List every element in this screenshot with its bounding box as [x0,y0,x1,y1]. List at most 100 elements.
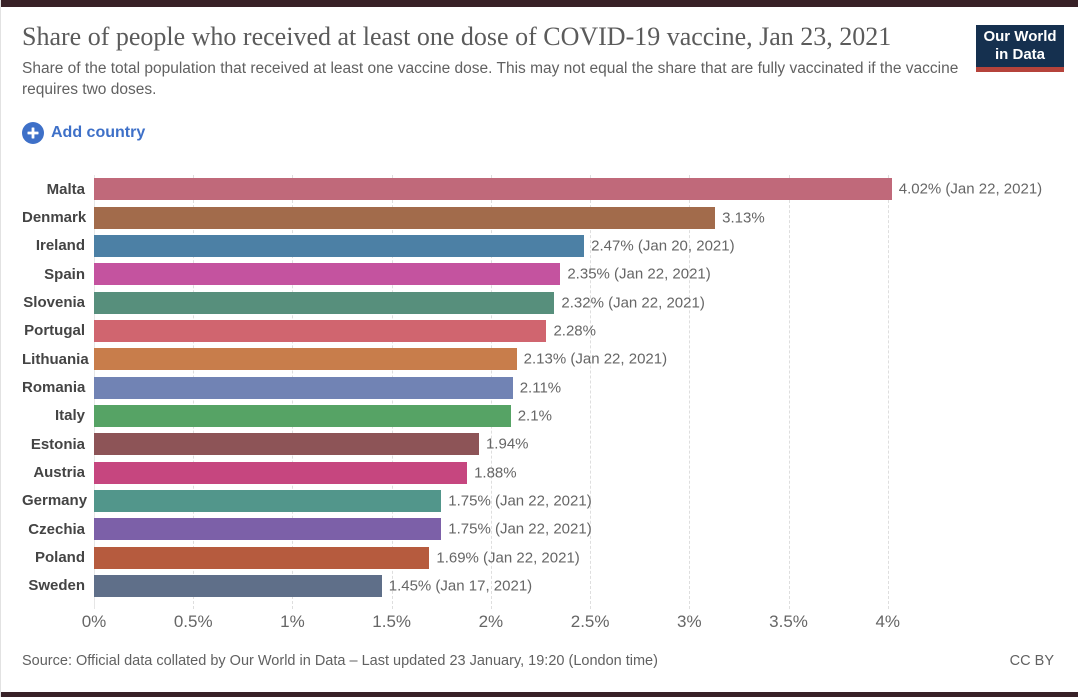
bar-row: Spain 2.35% (Jan 22, 2021) [22,260,1057,288]
x-tick-label: 4% [875,612,901,632]
bar[interactable] [94,546,430,569]
owid-logo-line2: in Data [994,46,1045,63]
bar[interactable] [94,489,442,512]
x-tick-label: 1% [280,612,305,632]
value-label: 2.11% [519,379,562,397]
bar-row: Poland 1.69% (Jan 22, 2021) [22,543,1057,571]
bar-row: Italy 2.1% [22,402,1057,430]
country-label: Denmark [22,209,87,227]
value-label: 2.35% (Jan 22, 2021) [567,265,711,283]
country-label: Germany [22,492,88,510]
country-label: Portugal [24,322,85,340]
bar-track: 2.32% (Jan 22, 2021) [94,291,987,314]
country-label: Slovenia [23,294,85,312]
bottom-accent-strip [1,692,1078,697]
bar[interactable] [94,518,442,541]
value-label: 1.94% [485,435,529,453]
value-label: 2.47% (Jan 20, 2021) [591,237,735,255]
bar-track: 2.47% (Jan 20, 2021) [94,234,987,257]
value-label: 1.88% [474,464,517,482]
bar-row: Malta 4.02% (Jan 22, 2021) [22,175,1057,203]
value-label: 2.32% (Jan 22, 2021) [561,294,705,312]
country-label: Spain [44,265,85,283]
add-country-button[interactable]: Add country [22,122,145,144]
x-tick-label: 1.5% [372,612,412,632]
country-label: Malta [46,180,85,198]
value-label: 1.45% (Jan 17, 2021) [388,577,533,595]
x-axis-inner: 0% 0.5% 1% 1.5% 2% 2.5% 3% 3.5% 4% [82,606,987,636]
bar-track: 2.11% [94,376,987,399]
owid-logo[interactable]: Our World in Data [976,25,1064,72]
x-tick-label: 2% [478,612,504,632]
bar-row: Lithuania 2.13% (Jan 22, 2021) [22,345,1057,373]
bar-track: 1.75% (Jan 22, 2021) [94,489,987,512]
bar[interactable] [94,433,479,456]
bar[interactable] [94,291,555,314]
value-label: 2.28% [553,322,596,340]
bar[interactable] [94,461,468,484]
value-label: 4.02% (Jan 22, 2021) [898,180,1043,198]
bar-chart-rows: Malta 4.02% (Jan 22, 2021) Denmark 3.13% Ire… [22,175,1057,600]
bar-row: Slovenia 2.32% (Jan 22, 2021) [22,288,1057,316]
bar-track: 1.45% (Jan 17, 2021) [94,574,987,597]
plot-area: Malta 4.02% (Jan 22, 2021) Denmark 3.13% Ire… [22,175,1057,610]
top-accent-strip [1,0,1078,7]
value-label: 1.75% (Jan 22, 2021) [448,492,592,510]
owid-logo-line1: Our World [983,28,1057,45]
bar-track: 2.28% [94,319,987,342]
x-tick-label: 2.5% [570,612,610,632]
bar-track: 4.02% (Jan 22, 2021) [94,178,1042,201]
bar-track: 1.88% [94,461,987,484]
x-tick-label: 3.5% [769,612,808,632]
country-label: Sweden [28,577,85,595]
country-label: Romania [22,379,86,397]
add-country-label: Add country [51,124,146,141]
country-label: Italy [54,407,85,425]
country-label: Czechia [28,520,85,538]
value-label: 3.13% [722,209,765,227]
bar-row: Germany 1.75% (Jan 22, 2021) [22,487,1057,515]
bar[interactable] [94,263,561,286]
value-label: 1.75% (Jan 22, 2021) [448,520,592,538]
plus-icon [22,122,44,144]
country-label: Austria [33,464,85,482]
bar-row: Estonia 1.94% [22,430,1057,458]
x-tick-label: 3% [677,612,702,632]
chart-frame: Share of people who received at least on… [1,7,1078,669]
bar[interactable] [94,234,585,257]
bar-track: 1.94% [94,433,987,456]
header: Share of people who received at least on… [22,22,1064,72]
bar[interactable] [94,574,382,597]
bar-row: Austria 1.88% [22,458,1057,486]
x-tick-label: 0% [81,612,107,632]
bar[interactable] [94,206,716,229]
bar[interactable] [94,319,547,342]
source-note: Source: Official data collated by Our Wo… [22,653,658,670]
bar-track: 2.35% (Jan 22, 2021) [94,263,987,286]
bar-chart: Malta 4.02% (Jan 22, 2021) Denmark 3.13% Ire… [22,175,1057,636]
bar-track: 1.69% (Jan 22, 2021) [94,546,987,569]
x-axis: 0% 0.5% 1% 1.5% 2% 2.5% 3% 3.5% 4% [22,606,1057,636]
country-label: Estonia [30,435,85,453]
country-label: Ireland [35,237,85,255]
bar-row: Sweden 1.45% (Jan 17, 2021) [22,572,1057,600]
bar-track: 2.13% (Jan 22, 2021) [94,348,987,371]
bar-row: Ireland 2.47% (Jan 20, 2021) [22,232,1057,260]
bar[interactable] [94,404,511,427]
bar-track: 3.13% [94,206,987,229]
value-label: 1.69% (Jan 22, 2021) [436,549,580,567]
bar-track: 1.75% (Jan 22, 2021) [94,518,987,541]
license-badge[interactable]: CC BY [1009,653,1054,670]
bar[interactable] [94,348,517,371]
page-subtitle: Share of the total population that recei… [22,60,959,98]
bar-row: Romania 2.11% [22,373,1057,401]
country-label: Poland [34,549,85,567]
bar[interactable] [94,376,513,399]
bar-row: Czechia 1.75% (Jan 22, 2021) [22,515,1057,543]
bar-row: Portugal 2.28% [22,317,1057,345]
x-tick-label: 0.5% [173,612,213,632]
country-label: Lithuania [22,350,89,368]
bar[interactable] [94,178,892,201]
value-label: 2.1% [517,407,552,425]
bar-track: 2.1% [94,404,987,427]
